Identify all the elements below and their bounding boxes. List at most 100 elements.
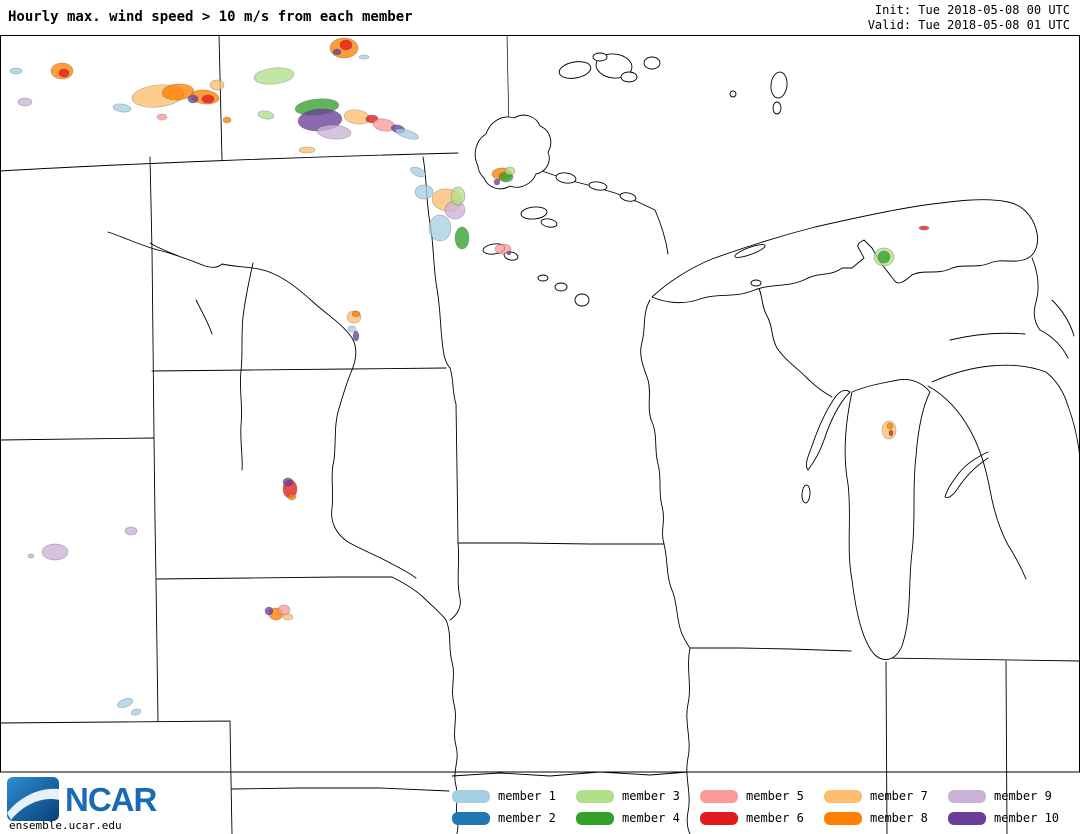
- init-time: Init: Tue 2018-05-08 00 UTC: [874, 3, 1070, 17]
- canada-lake-7: [772, 101, 782, 115]
- canada-lake-5: [643, 56, 661, 70]
- header: Hourly max. wind speed > 10 m/s from eac…: [0, 0, 1080, 35]
- legend-label-member-6: member 6: [746, 811, 804, 825]
- canada-border: [0, 152, 459, 172]
- wind-area-member-1: [130, 708, 142, 716]
- sk-mb-border: [218, 34, 223, 161]
- canada-lake-8: [729, 90, 737, 98]
- wind-area-member-1: [112, 103, 132, 113]
- wind-area-member-8: [886, 422, 894, 430]
- wind-area-member-1: [428, 214, 452, 242]
- red-river-border: [422, 156, 451, 369]
- legend-item-member-1: member 1: [452, 785, 576, 807]
- legend-label-member-1: member 1: [498, 789, 556, 803]
- wind-area-member-5: [494, 243, 512, 255]
- north-channel: [949, 329, 1069, 359]
- canada-lake-4: [620, 71, 638, 83]
- wind-area-member-10: [493, 178, 501, 186]
- legend-item-member-5: member 5: [700, 785, 824, 807]
- red-lake-lower: [540, 218, 558, 228]
- legend-swatch-member-1: [452, 789, 490, 803]
- site-url: ensemble.ucar.edu: [9, 819, 122, 832]
- wind-area-member-1: [410, 166, 426, 178]
- legend-label-member-3: member 3: [622, 789, 680, 803]
- legend-label-member-8: member 8: [870, 811, 928, 825]
- missouri-river-bend: [391, 576, 447, 621]
- legend-item-member-7: member 7: [824, 785, 948, 807]
- border-lake-2: [588, 181, 608, 191]
- wind-area-member-1: [414, 184, 434, 200]
- legend-swatch-member-3: [576, 789, 614, 803]
- state-borders: [0, 34, 1080, 834]
- legend-swatch-member-9: [948, 789, 986, 803]
- wind-area-member-3: [257, 110, 275, 120]
- in-oh-border: [1005, 660, 1008, 834]
- legend-swatch-member-2: [452, 811, 490, 825]
- legend-label-member-4: member 4: [622, 811, 680, 825]
- canada-lake-6: [770, 71, 788, 99]
- leech-lake: [554, 282, 568, 292]
- lake-winnebago: [801, 484, 811, 504]
- wind-area-member-10: [332, 48, 342, 56]
- stcroix-mississippi-border: [640, 299, 665, 545]
- fort-peck-river: [107, 231, 223, 268]
- legend-label-member-7: member 7: [870, 789, 928, 803]
- apostle-islands: [750, 279, 762, 287]
- wind-area-member-1: [395, 128, 419, 140]
- wind-area-member-6: [201, 94, 215, 104]
- mn-ia-border: [457, 542, 665, 545]
- legend-label-member-10: member 10: [994, 811, 1060, 825]
- missouri-river-main: [221, 263, 417, 579]
- wind-area-member-10: [187, 94, 199, 104]
- wind-area-member-10: [282, 477, 294, 487]
- legend-item-member-4: member 4: [576, 807, 700, 829]
- lakes: [474, 52, 1038, 661]
- georgian-bay-edge: [1051, 299, 1075, 337]
- legend-label-member-9: member 9: [994, 789, 1052, 803]
- wind-area-member-6: [58, 68, 70, 78]
- wind-area-member-1: [347, 325, 357, 333]
- lake-superior: [651, 199, 1038, 304]
- wind-area-member-3: [450, 186, 466, 206]
- legend-item-member-8: member 8: [824, 807, 948, 829]
- wind-area-member-7: [282, 613, 294, 621]
- mississippi-ia-il: [686, 647, 691, 834]
- legend-item-member-3: member 3: [576, 785, 700, 807]
- legend: member 1 member 2 member 3 member 4 member 5…: [452, 785, 1072, 829]
- ncar-logo-text: NCAR: [65, 780, 157, 818]
- wind-area-member-4: [454, 226, 470, 250]
- wind-area-member-9: [316, 124, 352, 140]
- isle-royale: [734, 244, 766, 258]
- wind-area-member-6: [918, 225, 930, 231]
- red-lake: [520, 206, 548, 220]
- ia-mo-border: [451, 771, 689, 777]
- meridian-104w-borders: [149, 156, 159, 722]
- mille-lacs-lake: [574, 293, 590, 307]
- nd-sd-border: [151, 367, 447, 372]
- wind-area-member-8: [351, 310, 361, 318]
- legend-swatch-member-4: [576, 811, 614, 825]
- legend-swatch-member-5: [700, 789, 738, 803]
- wind-area-member-9: [27, 553, 35, 559]
- mn-sd-border: [449, 367, 459, 544]
- legend-item-member-9: member 9: [948, 785, 1072, 807]
- sd-ne-border: [156, 576, 393, 580]
- legend-item-member-6: member 6: [700, 807, 824, 829]
- wind-area-member-5: [277, 604, 291, 616]
- model-times: Init: Tue 2018-05-08 00 UTC Valid: Tue 2…: [868, 3, 1070, 33]
- wy-co-ne-borders: [0, 720, 233, 834]
- wind-area-member-7: [209, 79, 225, 91]
- lake-michigan: [844, 379, 931, 661]
- wind-area-member-10: [506, 250, 512, 256]
- wind-area-member-10: [264, 606, 274, 616]
- wind-area-member-8: [287, 493, 297, 501]
- ncar-logo-mark: [7, 777, 59, 821]
- legend-label-member-5: member 5: [746, 789, 804, 803]
- wind-areas: [9, 37, 930, 716]
- wind-area-member-3: [253, 67, 295, 85]
- legend-swatch-member-8: [824, 811, 862, 825]
- il-in-border: [885, 661, 888, 834]
- wind-area-member-9: [124, 526, 138, 536]
- little-missouri-river: [239, 262, 254, 471]
